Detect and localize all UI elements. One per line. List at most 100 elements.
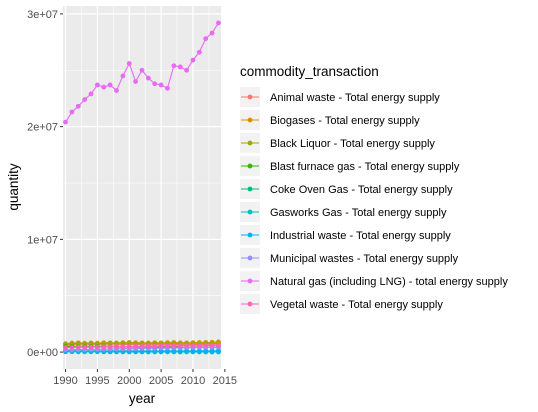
legend: commodity_transaction Animal waste - Tot… bbox=[236, 52, 528, 314]
y-axis-title: quantity bbox=[6, 163, 21, 211]
grid-major bbox=[63, 6, 221, 369]
data-point bbox=[120, 73, 126, 79]
data-point bbox=[165, 85, 170, 91]
data-point bbox=[145, 75, 151, 81]
data-point bbox=[114, 340, 119, 346]
data-point bbox=[145, 343, 151, 349]
legend-item: Blast furnace gas - Total energy supply bbox=[240, 156, 460, 176]
data-point bbox=[203, 36, 209, 42]
data-point bbox=[107, 82, 113, 88]
data-point bbox=[152, 343, 158, 349]
series-8 bbox=[63, 20, 221, 125]
legend-key-point bbox=[247, 186, 253, 192]
data-point bbox=[126, 340, 132, 346]
data-point bbox=[171, 343, 177, 349]
legend-item: Municipal wastes - Total energy supply bbox=[240, 248, 459, 268]
y-axis: 0e+00 1e+07 2e+07 3e+07 bbox=[27, 9, 63, 359]
legend-label: Coke Oven Gas - Total energy supply bbox=[270, 184, 453, 196]
data-point bbox=[107, 340, 113, 346]
data-point bbox=[171, 63, 177, 69]
legend-key-point bbox=[247, 278, 253, 284]
legend-label: Vegetal waste - Total energy supply bbox=[270, 299, 443, 311]
data-point bbox=[114, 344, 119, 350]
legend-label: Gasworks Gas - Total energy supply bbox=[270, 207, 447, 219]
legend-key-point bbox=[247, 163, 253, 169]
y-tick-label: 3e+07 bbox=[27, 9, 58, 21]
data-point bbox=[75, 341, 81, 346]
data-point bbox=[126, 61, 132, 66]
data-point bbox=[196, 348, 202, 354]
data-point bbox=[190, 57, 196, 63]
data-point bbox=[216, 348, 221, 354]
legend-background bbox=[236, 52, 528, 314]
data-point bbox=[158, 343, 164, 349]
legend-item: Gasworks Gas - Total energy supply bbox=[240, 202, 447, 222]
legend-label: Industrial waste - Total energy supply bbox=[270, 230, 451, 242]
x-tick-label: 2015 bbox=[213, 375, 237, 387]
data-point bbox=[63, 119, 68, 125]
data-point bbox=[88, 344, 94, 350]
data-point bbox=[203, 348, 209, 354]
data-point bbox=[196, 49, 202, 55]
legend-item: Coke Oven Gas - Total energy supply bbox=[240, 179, 453, 199]
series-layer bbox=[63, 20, 221, 355]
x-tick-label: 2005 bbox=[149, 375, 173, 387]
data-point bbox=[177, 64, 183, 70]
legend-label: Animal waste - Total energy supply bbox=[270, 92, 440, 104]
legend-item: Black Liquor - Total energy supply bbox=[240, 133, 435, 153]
data-point bbox=[209, 343, 215, 348]
legend-label: Blast furnace gas - Total energy supply bbox=[270, 161, 460, 173]
data-point bbox=[184, 343, 189, 349]
data-point bbox=[101, 344, 107, 350]
data-point bbox=[139, 67, 145, 73]
data-point bbox=[152, 81, 158, 87]
data-point bbox=[69, 345, 75, 350]
data-point bbox=[190, 348, 196, 354]
data-point bbox=[133, 79, 139, 84]
data-point bbox=[95, 344, 100, 350]
legend-key-point bbox=[247, 140, 253, 146]
data-point bbox=[75, 103, 81, 109]
data-point bbox=[101, 84, 107, 90]
legend-label: Black Liquor - Total energy supply bbox=[270, 138, 435, 150]
data-point bbox=[165, 343, 170, 349]
y-tick-label: 0e+00 bbox=[27, 347, 58, 359]
legend-key-point bbox=[247, 255, 253, 261]
data-point bbox=[209, 348, 215, 354]
x-tick-label: 2000 bbox=[117, 375, 141, 387]
data-point bbox=[203, 343, 209, 348]
data-point bbox=[158, 82, 164, 88]
data-point bbox=[63, 345, 68, 350]
series-9 bbox=[63, 342, 221, 350]
data-point bbox=[88, 91, 94, 97]
data-point bbox=[209, 30, 215, 36]
legend-item: Industrial waste - Total energy supply bbox=[240, 225, 451, 245]
data-point bbox=[69, 109, 75, 115]
x-tick-label: 1995 bbox=[85, 375, 109, 387]
data-point bbox=[133, 344, 139, 349]
legend-key-point bbox=[247, 94, 253, 100]
data-point bbox=[196, 343, 202, 349]
panel-background bbox=[63, 6, 221, 369]
data-point bbox=[126, 344, 132, 349]
legend-key-point bbox=[247, 209, 253, 215]
legend-key-point bbox=[247, 117, 253, 123]
x-axis: 1990 1995 2000 2005 2010 2015 bbox=[53, 369, 237, 387]
x-tick-label: 2010 bbox=[181, 375, 205, 387]
x-axis-title: year bbox=[129, 391, 156, 406]
legend-label: Municipal wastes - Total energy supply bbox=[270, 253, 459, 265]
data-point bbox=[216, 342, 221, 348]
data-point bbox=[95, 82, 100, 88]
legend-item: Natural gas (including LNG) - total ener… bbox=[240, 271, 508, 291]
legend-item: Vegetal waste - Total energy supply bbox=[240, 294, 443, 314]
y-tick-label: 1e+07 bbox=[27, 234, 58, 246]
data-point bbox=[120, 344, 126, 350]
x-tick-label: 1990 bbox=[53, 375, 77, 387]
legend-item: Biogases - Total energy supply bbox=[240, 110, 420, 130]
data-point bbox=[82, 344, 88, 350]
legend-key-point bbox=[247, 232, 253, 238]
data-point bbox=[190, 343, 196, 349]
legend-label: Natural gas (including LNG) - total ener… bbox=[270, 276, 508, 288]
data-point bbox=[114, 88, 119, 93]
data-point bbox=[107, 344, 113, 350]
